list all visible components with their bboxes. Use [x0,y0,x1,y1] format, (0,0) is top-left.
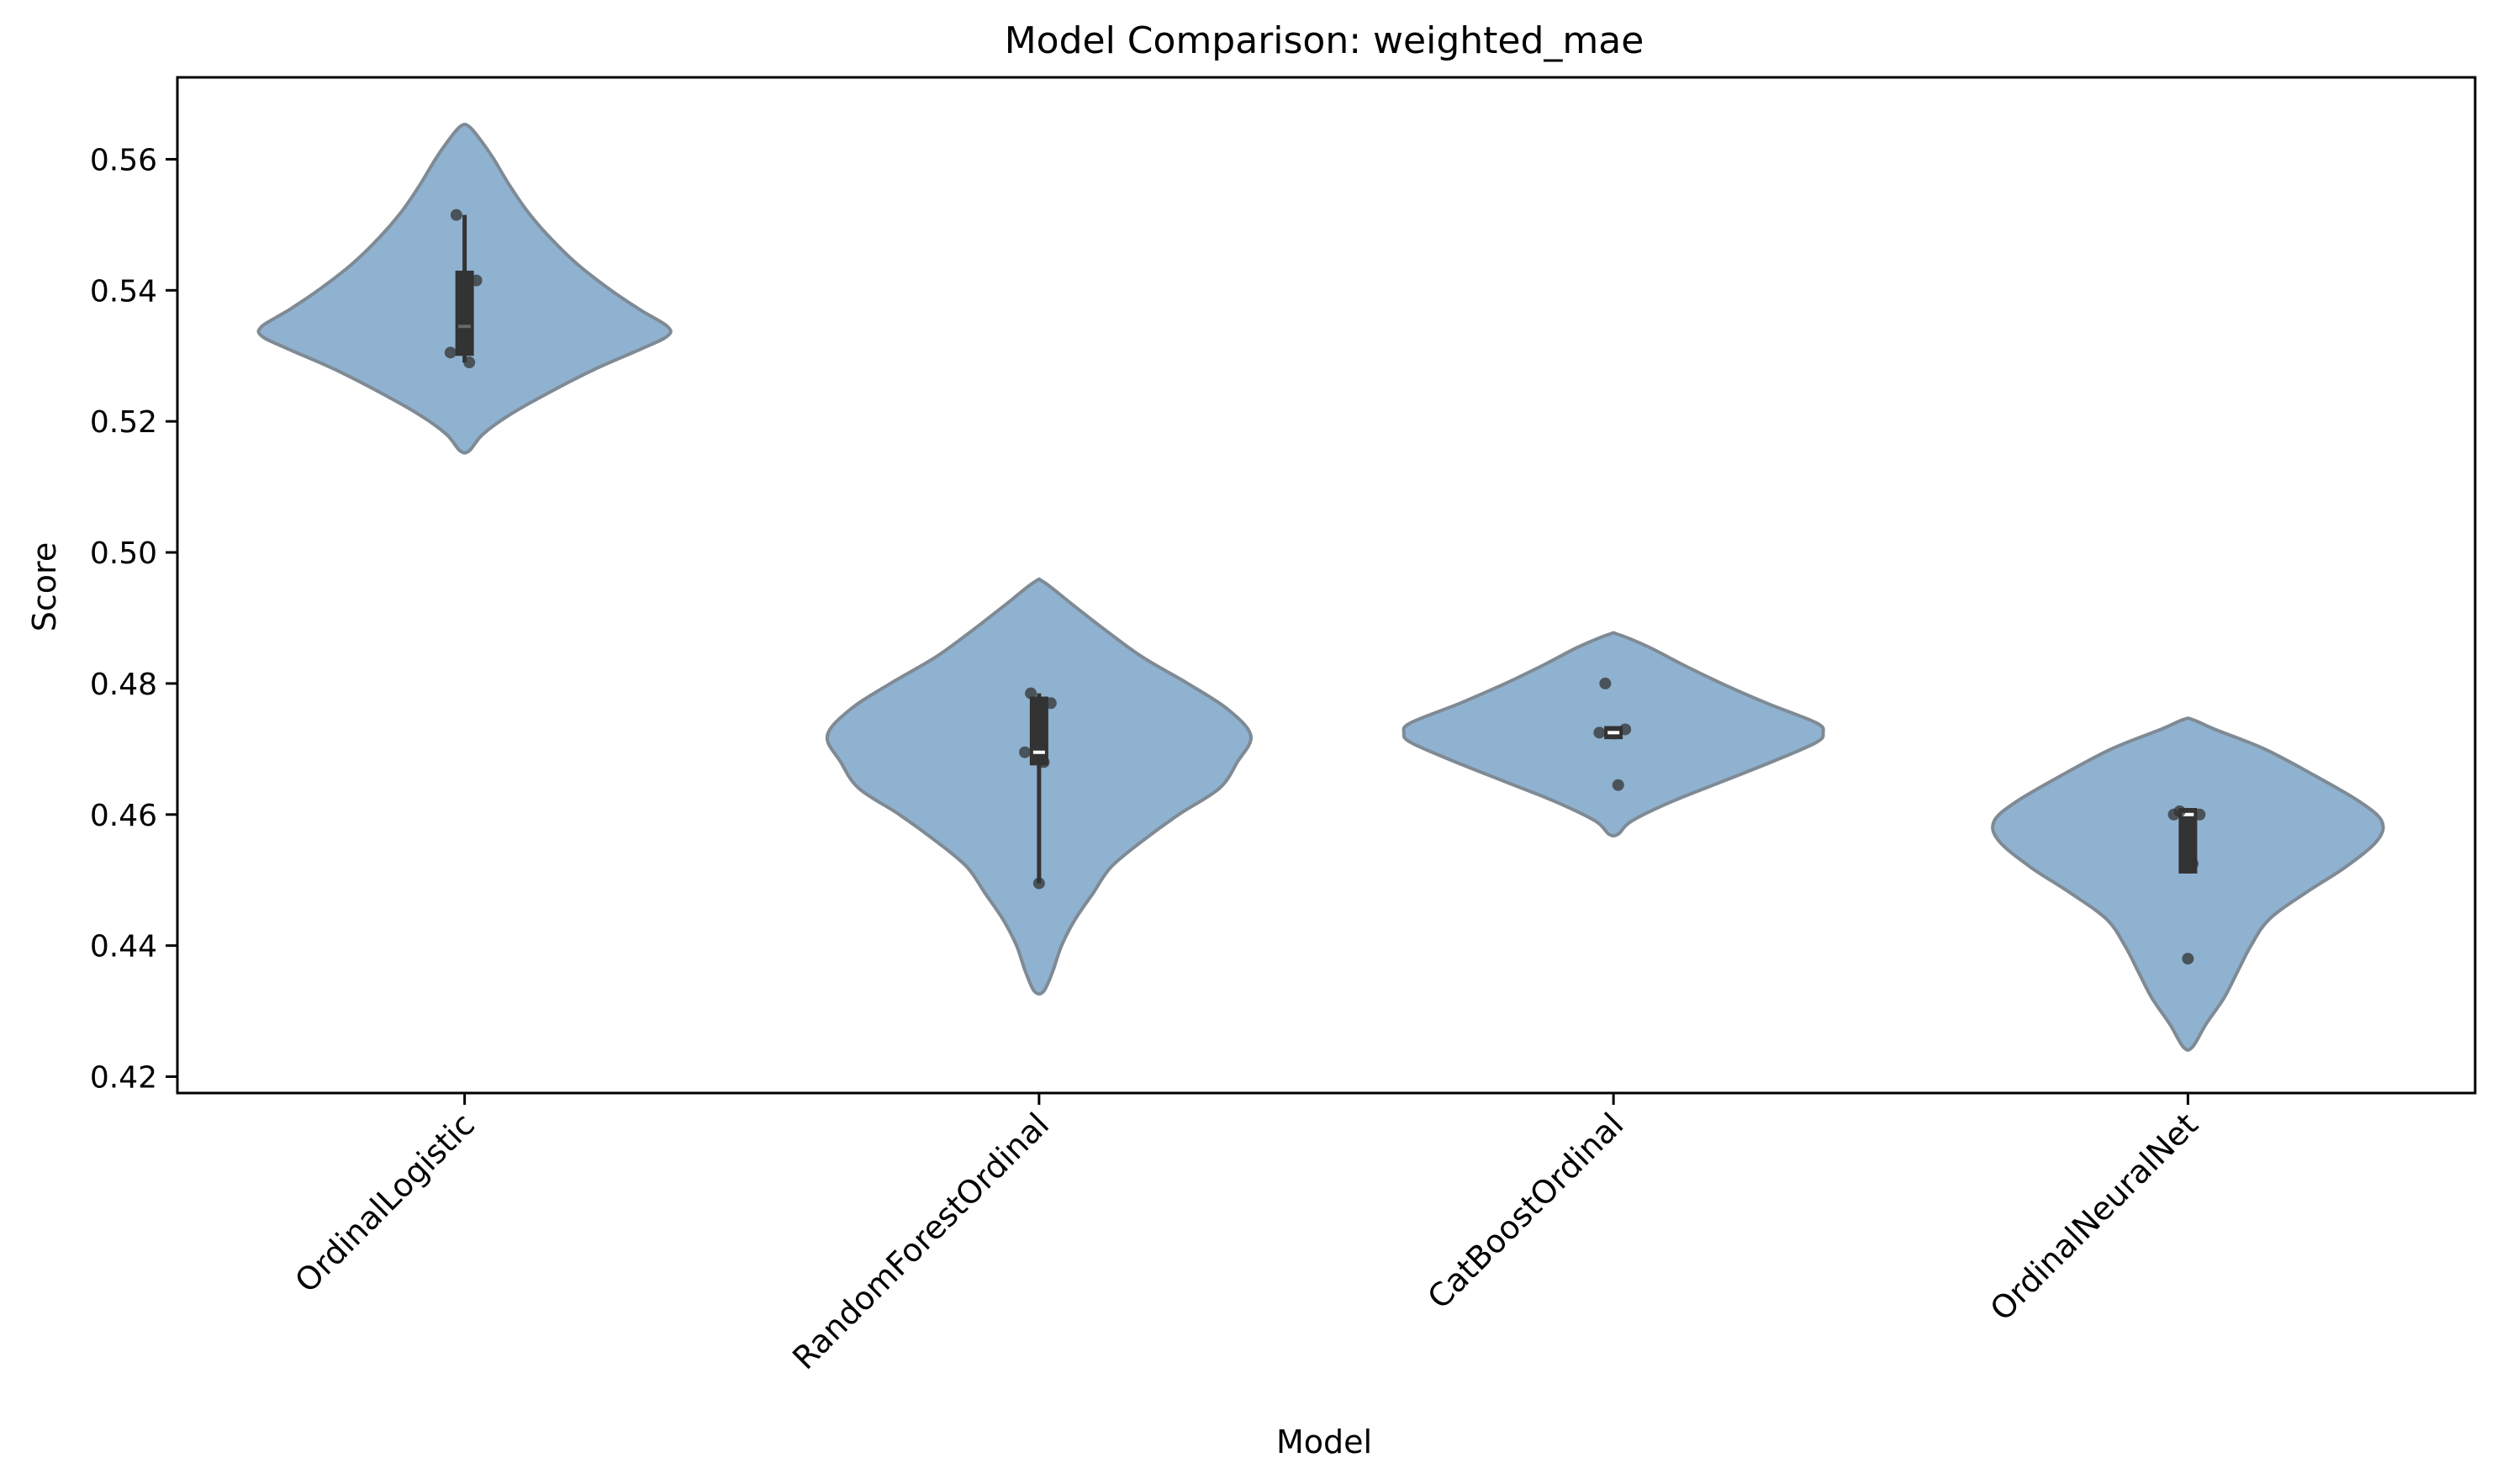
data-point [1037,756,1050,768]
violin-group [1991,716,2385,1052]
y-tick-label: 0.44 [90,930,157,964]
chart-title: Model Comparison: weighted_mae [1005,19,1644,62]
data-point [1025,687,1037,700]
y-tick-label: 0.48 [90,668,157,702]
y-tick-label: 0.50 [90,536,157,571]
y-axis: 0.42 0.44 0.46 0.48 0.50 0.52 0.54 0.56 [90,143,177,1096]
y-axis-label: Score [26,542,63,631]
y-tick-label: 0.52 [90,405,157,440]
y-tick-label: 0.54 [90,274,157,309]
data-point [470,274,483,287]
violin-iqr-box [455,270,474,356]
violin-iqr-box [1029,696,1048,766]
data-point [2167,808,2180,821]
data-point [1593,726,1606,739]
violin-group [256,123,673,455]
data-point [450,209,462,221]
data-point [1032,877,1045,890]
data-point [463,356,476,369]
data-point [458,320,471,333]
data-point [2186,858,2199,870]
violin-iqr-box [2178,807,2198,874]
y-tick-label: 0.42 [90,1061,157,1096]
data-point [1044,697,1057,710]
data-point [1619,723,1632,736]
violins-layer [256,123,2385,1052]
data-point [444,346,457,359]
data-point [2182,953,2194,965]
violin-group [1402,631,1825,838]
data-point [1019,746,1032,758]
x-axis-label: Model [1276,1423,1372,1460]
violin-group [825,577,1253,996]
data-point [1612,779,1624,791]
plot-frame [176,76,2477,1095]
data-point [2193,808,2206,821]
violin-body [1991,716,2385,1052]
y-tick-label: 0.56 [90,143,157,177]
data-point [1599,677,1612,689]
y-tick-label: 0.46 [90,799,157,833]
